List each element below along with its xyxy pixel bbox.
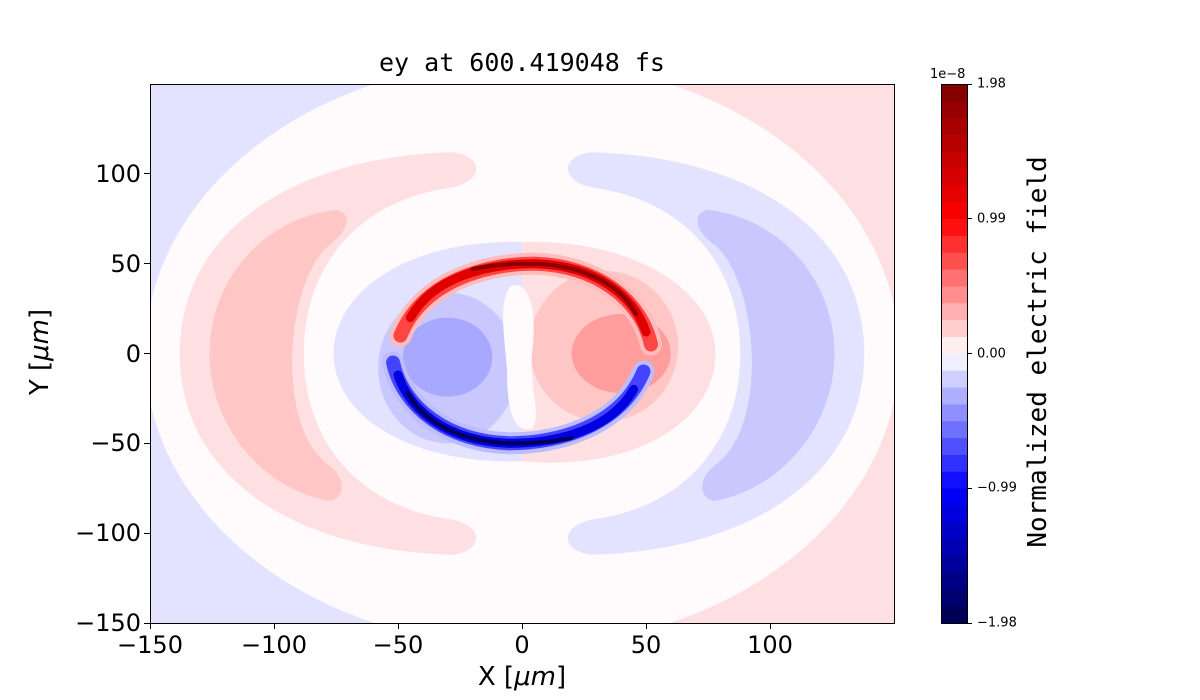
- x-tick-label: 50: [630, 631, 662, 659]
- x-tick-mark: [149, 623, 151, 629]
- colorbar-level: [941, 420, 967, 439]
- y-tick-mark: [144, 353, 150, 354]
- colorbar-tick-mark: [967, 622, 972, 624]
- colorbar-offset-text: 1e−8: [930, 67, 966, 82]
- colorbar-level: [941, 572, 967, 590]
- colorbar-level: [941, 606, 967, 623]
- colorbar-level: [941, 404, 967, 422]
- colorbar-level: [941, 454, 967, 472]
- colorbar-level: [941, 235, 967, 253]
- colorbar-level: [941, 589, 967, 607]
- x-label-text: X [: [477, 662, 515, 692]
- colorbar-level: [941, 201, 967, 220]
- colorbar-level: [941, 387, 967, 405]
- colorbar-level: [941, 505, 967, 523]
- y-tick-mark: [144, 263, 150, 265]
- colorbar-tick-label: 1.98: [977, 76, 1006, 92]
- colorbar-level: [941, 117, 967, 135]
- x-tick-label: 100: [747, 631, 793, 659]
- colorbar-tick-label: −0.99: [977, 480, 1017, 496]
- colorbar-level: [941, 252, 967, 270]
- colorbar-level: [941, 218, 967, 236]
- colorbar-tick-mark: [967, 353, 972, 354]
- colorbar-tick-label: 0.00: [977, 346, 1006, 361]
- colorbar-label: Normalized electric field: [1023, 156, 1053, 548]
- colorbar: [941, 84, 967, 623]
- contour-plot-area: [150, 84, 894, 623]
- colorbar-level: [941, 185, 967, 203]
- colorbar-level: [941, 168, 967, 186]
- colorbar-level: [941, 370, 967, 388]
- x-tick-mark: [769, 623, 771, 629]
- colorbar-tick-mark: [967, 487, 972, 489]
- x-tick-label: 0: [514, 631, 530, 659]
- right-crescent-inner: [697, 209, 835, 501]
- y-tick-label: 50: [110, 249, 141, 278]
- y-tick-mark: [144, 532, 150, 534]
- colorbar-level: [941, 353, 967, 371]
- colorbar-level: [941, 269, 967, 287]
- x-tick-mark: [273, 623, 275, 629]
- x-tick-label: −150: [117, 631, 183, 659]
- x-tick-mark: [521, 623, 523, 629]
- colorbar-level: [941, 319, 967, 337]
- y-tick-label: −100: [75, 519, 141, 548]
- colorbar-level: [941, 488, 967, 506]
- colorbar-level: [941, 302, 967, 321]
- y-label-text: Y [: [25, 360, 55, 396]
- colorbar-level: [941, 437, 967, 455]
- chart-title: ey at 600.419048 fs: [379, 48, 665, 77]
- colorbar-level: [941, 521, 967, 540]
- colorbar-tick-label: 0.99: [977, 211, 1006, 227]
- colorbar-level: [941, 151, 967, 169]
- y-tick-mark: [144, 442, 150, 444]
- y-axis-label: Y [μm]: [25, 308, 55, 396]
- x-tick-label: −50: [372, 631, 424, 659]
- colorbar-level: [941, 471, 967, 489]
- colorbar-tick-mark: [967, 83, 972, 85]
- y-tick-label: 100: [95, 159, 141, 188]
- colorbar-tick-mark: [967, 218, 972, 220]
- colorbar-level: [941, 555, 967, 573]
- y-tick-label: −50: [90, 429, 141, 458]
- colorbar-level: [941, 286, 967, 304]
- x-tick-mark: [645, 623, 647, 629]
- y-tick-label: −150: [75, 609, 141, 637]
- y-tick-mark: [144, 173, 150, 175]
- y-tick-label: 0: [125, 339, 141, 368]
- negative-lobe-core: [402, 317, 493, 397]
- x-axis-label: X [μm]: [477, 662, 567, 692]
- center-zero-streak: [503, 284, 536, 430]
- x-tick-mark: [397, 623, 399, 629]
- x-tick-label: −100: [241, 631, 307, 659]
- y-tick-mark: [144, 622, 150, 624]
- left-crescent-inner: [209, 209, 347, 501]
- colorbar-level: [941, 100, 967, 119]
- x-label-unit: μm: [514, 662, 556, 692]
- colorbar-level: [941, 538, 967, 556]
- colorbar-level: [941, 84, 967, 102]
- colorbar-level: [941, 336, 967, 354]
- y-label-unit: μm: [25, 318, 55, 361]
- negative-arc: [393, 362, 643, 443]
- colorbar-level: [941, 134, 967, 152]
- positive-arc: [400, 264, 650, 345]
- colorbar-tick-label: −1.98: [977, 615, 1017, 631]
